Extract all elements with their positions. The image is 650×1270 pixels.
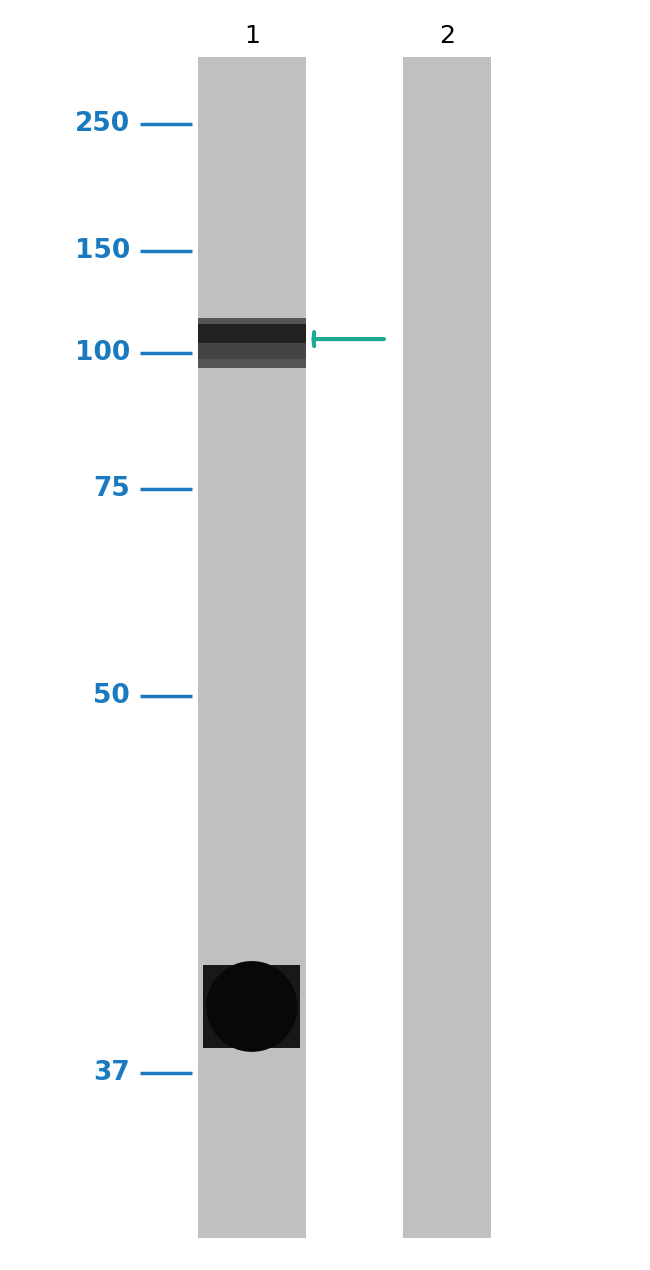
Bar [198, 318, 306, 368]
Text: 75: 75 [93, 476, 130, 502]
Text: 2: 2 [439, 24, 455, 47]
Bar [198, 343, 306, 359]
Bar [198, 324, 306, 343]
Text: 1: 1 [244, 24, 260, 47]
Ellipse shape [206, 961, 298, 1052]
Bar [203, 965, 300, 1048]
Bar [403, 57, 491, 1238]
Text: 150: 150 [75, 239, 130, 264]
Text: 250: 250 [75, 112, 130, 137]
Text: 50: 50 [93, 683, 130, 709]
Bar [198, 57, 306, 1238]
Text: 37: 37 [93, 1060, 130, 1086]
Text: 100: 100 [75, 340, 130, 366]
